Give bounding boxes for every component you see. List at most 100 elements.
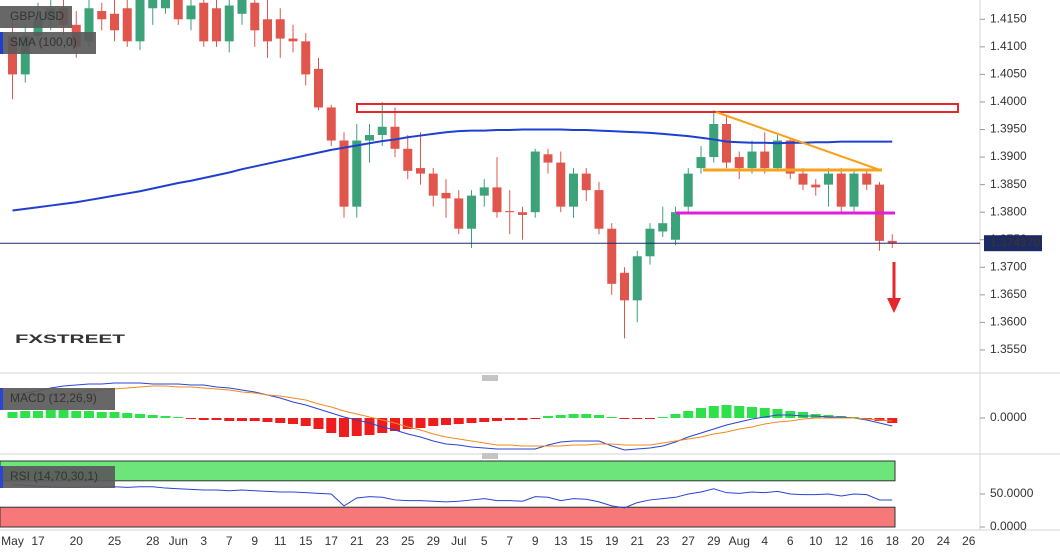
histogram-bar xyxy=(798,412,808,418)
histogram-bar xyxy=(160,416,171,418)
x-tick-label: 17 xyxy=(325,534,339,548)
candle-body xyxy=(263,19,272,42)
candle-body xyxy=(467,195,476,229)
last-price-box xyxy=(984,235,1042,252)
histogram-bar xyxy=(721,405,732,418)
candle-body xyxy=(632,256,642,301)
legend-stripe xyxy=(0,466,3,488)
candle-body xyxy=(148,0,158,9)
y-tick-label: 1.4000 xyxy=(990,94,1027,108)
histogram-bar xyxy=(632,418,643,419)
x-tick-label: 7 xyxy=(506,534,513,548)
y-tick-label: 1.3800 xyxy=(990,204,1027,218)
y-tick-label: 0.0000 xyxy=(990,519,1027,533)
histogram-bar xyxy=(479,418,490,422)
histogram-bar xyxy=(313,418,324,429)
candle-body xyxy=(403,148,413,171)
x-tick-label: Jul xyxy=(451,534,466,548)
candle-body xyxy=(518,212,527,215)
candle-body xyxy=(161,0,170,9)
sma-line xyxy=(12,128,893,212)
y-tick-label: 1.3850 xyxy=(990,177,1027,191)
candle-body xyxy=(416,168,425,174)
x-tick-label: 6 xyxy=(787,534,794,548)
legend-box xyxy=(0,388,115,410)
candle-body xyxy=(237,0,247,14)
candle-body xyxy=(505,211,515,213)
x-tick-label: 7 xyxy=(226,534,233,548)
legend-label: RSI (14,70,30,1) xyxy=(10,469,98,483)
candle-body xyxy=(377,126,387,136)
x-tick-label: 16 xyxy=(860,534,874,548)
y-tick-label: 50.0000 xyxy=(990,486,1034,500)
histogram-bar xyxy=(453,418,464,424)
overbought-band xyxy=(0,460,896,482)
histogram-bar xyxy=(543,416,553,418)
histogram-bar xyxy=(135,414,145,418)
candle-body xyxy=(836,173,846,207)
candle-body xyxy=(339,140,349,207)
x-tick-label: 15 xyxy=(580,534,594,548)
annotations xyxy=(356,103,959,313)
legend-stripe xyxy=(0,32,3,54)
candle-body xyxy=(849,173,859,207)
candle-body xyxy=(110,13,119,31)
candle-body xyxy=(479,187,489,196)
histogram-bar xyxy=(568,414,579,418)
histogram-bar xyxy=(492,418,502,421)
legend-box xyxy=(0,466,115,488)
candle-body xyxy=(441,192,451,199)
histogram-bar xyxy=(759,408,770,418)
x-tick-label: 3 xyxy=(200,534,207,548)
x-tick-label: 26 xyxy=(962,534,976,548)
legend-label: MACD (12,26,9) xyxy=(10,391,97,405)
candle-body xyxy=(173,0,183,20)
histogram-bar xyxy=(645,418,655,419)
x-tick-label: 28 xyxy=(146,534,160,548)
x-tick-label: 10 xyxy=(809,534,823,548)
candle-body xyxy=(798,173,808,185)
candle-body xyxy=(722,124,731,163)
histogram-bar xyxy=(351,418,362,436)
histogram-bar xyxy=(747,407,757,418)
y-tick-label: 1.3550 xyxy=(990,342,1027,356)
histogram-bar xyxy=(696,408,706,418)
histogram-bar xyxy=(7,412,18,418)
histogram-bar xyxy=(402,418,413,429)
rsi-line xyxy=(12,484,893,509)
histogram-bar xyxy=(58,410,69,418)
candle-body xyxy=(390,126,400,149)
histogram-bar xyxy=(249,418,260,421)
legend-stripe xyxy=(0,388,3,410)
histogram-bar xyxy=(288,418,298,424)
candle-body xyxy=(709,124,719,158)
candle-body xyxy=(212,8,221,42)
histogram-bar xyxy=(96,412,107,418)
histogram-bar xyxy=(606,417,617,418)
macd-line xyxy=(12,382,893,451)
x-tick-label: 29 xyxy=(707,534,721,548)
x-tick-label: 21 xyxy=(350,534,364,548)
candle-body xyxy=(594,190,604,229)
candle-body xyxy=(862,173,872,185)
x-tick-label: 20 xyxy=(911,534,925,548)
histogram-bar xyxy=(466,418,477,423)
x-tick-label: 11 xyxy=(274,534,287,548)
candle-body xyxy=(492,187,502,213)
histogram-bar xyxy=(173,417,184,418)
histogram-bar xyxy=(275,418,286,423)
oversold-band xyxy=(0,506,896,528)
candle-body xyxy=(454,198,464,229)
candle-body xyxy=(530,151,540,213)
trend-line xyxy=(715,111,881,171)
candle-body xyxy=(811,184,821,188)
candle-body xyxy=(301,41,311,75)
x-tick-label: 18 xyxy=(886,534,900,548)
candle-body xyxy=(8,35,17,75)
y-tick-label: 1.3650 xyxy=(990,287,1027,301)
histogram-bar xyxy=(683,411,694,418)
histogram-bar xyxy=(33,411,43,418)
candle-body xyxy=(620,272,629,301)
candle-body xyxy=(352,140,362,207)
